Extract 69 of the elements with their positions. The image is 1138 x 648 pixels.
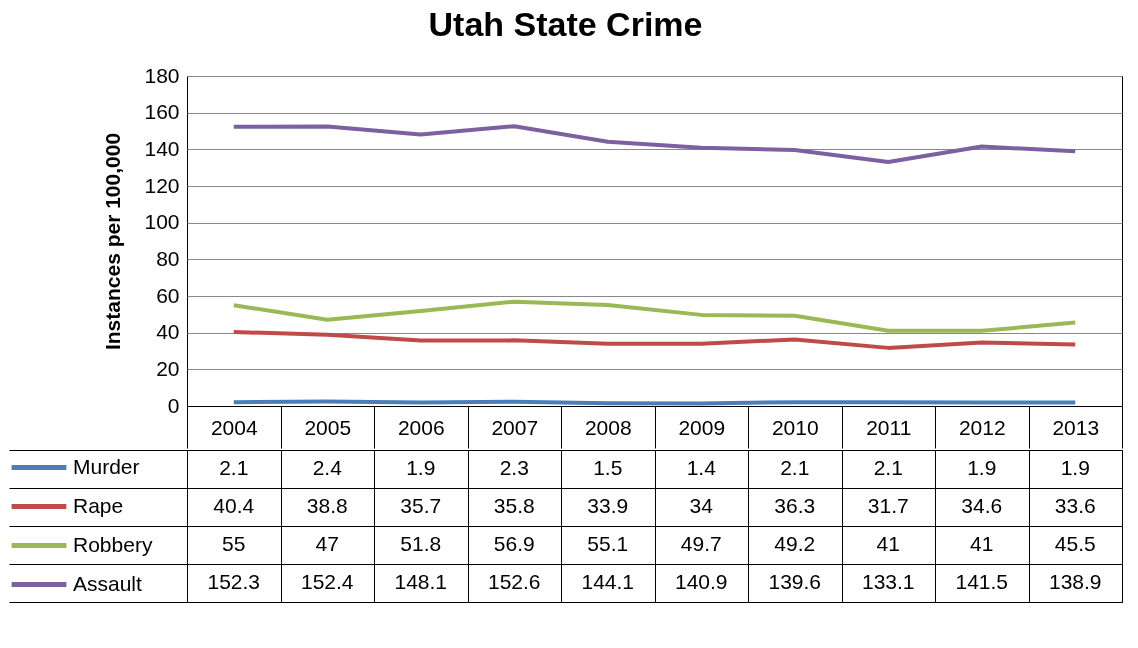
data-label: 139.6 (768, 570, 822, 593)
data-label: 41 (876, 532, 900, 555)
y-tick-label: 80 (156, 246, 180, 270)
data-label: 34.6 (961, 494, 1003, 517)
data-label: 1.5 (593, 456, 623, 479)
x-tick-label: 2010 (771, 415, 819, 439)
data-label: 56.9 (493, 532, 535, 555)
data-label: 133.1 (861, 570, 915, 593)
data-label: 34 (689, 494, 714, 517)
data-label: 35.7 (400, 494, 442, 517)
x-tick-label: 2004 (210, 415, 258, 439)
data-label: 47 (315, 532, 339, 555)
line-series (231, 329, 1078, 350)
data-label: 45.5 (1054, 532, 1096, 555)
y-tick-label: 60 (156, 283, 180, 307)
data-label: 2.1 (219, 456, 249, 479)
data-label: 33.6 (1054, 494, 1096, 517)
y-tick-label: 100 (144, 210, 180, 234)
data-label: 152.4 (300, 570, 354, 593)
legend-label: Murder (73, 454, 140, 478)
data-label: 55 (222, 532, 246, 555)
data-label: 36.3 (774, 494, 816, 517)
data-label: 1.9 (406, 456, 436, 479)
x-tick-label: 2011 (866, 415, 912, 439)
x-tick-label: 2012 (958, 415, 1006, 439)
x-tick-label: 2009 (678, 415, 726, 439)
data-label: 2.3 (499, 456, 529, 479)
data-label: 41 (970, 532, 994, 555)
data-label: 35.8 (493, 494, 535, 517)
x-tick-label: 2013 (1052, 415, 1100, 439)
data-label: 55.1 (587, 532, 629, 555)
data-label: 40.4 (213, 494, 255, 517)
y-tick-label: 160 (144, 100, 180, 124)
data-label: 33.9 (587, 494, 629, 517)
y-tick-label: 40 (156, 320, 180, 344)
legend-label: Rape (73, 493, 124, 517)
data-label: 141.5 (955, 570, 1009, 593)
y-tick-label: 180 (144, 63, 180, 87)
data-label: 152.6 (487, 570, 541, 593)
x-tick-label: 2008 (584, 415, 632, 439)
data-label: 1.4 (686, 456, 717, 479)
data-label: 49.2 (774, 532, 816, 555)
line-series (231, 299, 1078, 333)
data-label: 2.1 (873, 456, 903, 479)
y-tick-label: 20 (156, 356, 180, 380)
chart-title: Utah State Crime (428, 4, 703, 43)
data-label: 1.9 (1060, 456, 1090, 479)
data-label: 152.3 (207, 570, 261, 593)
x-tick-label: 2005 (304, 415, 352, 439)
line-series (231, 124, 1078, 164)
data-label: 31.7 (867, 494, 909, 517)
data-label: 138.9 (1048, 570, 1102, 593)
x-tick-label: 2007 (491, 415, 539, 439)
data-label: 144.1 (581, 570, 635, 593)
y-axis-title: Instances per 100,000 (101, 132, 125, 351)
data-label: 38.8 (306, 494, 348, 517)
data-label: 51.8 (400, 532, 442, 555)
y-tick-label: 0 (167, 393, 180, 417)
x-tick-label: 2006 (397, 415, 445, 439)
data-label: 148.1 (394, 570, 448, 593)
y-tick-label: 120 (144, 173, 180, 197)
data-label: 2.4 (312, 456, 343, 479)
legend-label: Robbery (73, 532, 153, 556)
data-label: 1.9 (967, 456, 997, 479)
data-label: 49.7 (680, 532, 722, 555)
data-label: 140.9 (674, 570, 728, 593)
legend-label: Assault (73, 571, 143, 595)
y-tick-label: 140 (144, 136, 180, 160)
data-label: 2.1 (780, 456, 810, 479)
